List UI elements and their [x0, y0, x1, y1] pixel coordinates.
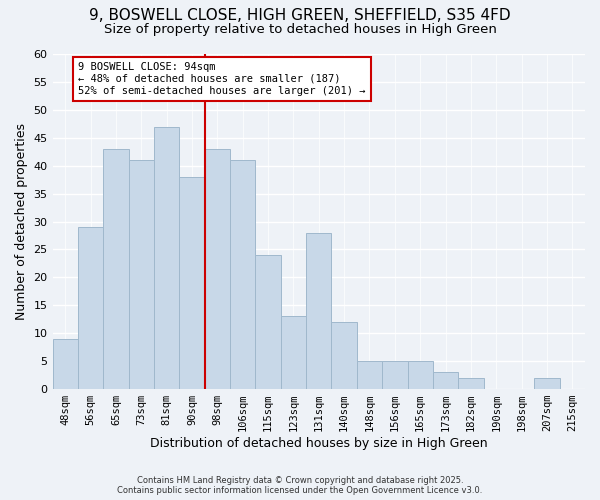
Text: 9 BOSWELL CLOSE: 94sqm
← 48% of detached houses are smaller (187)
52% of semi-de: 9 BOSWELL CLOSE: 94sqm ← 48% of detached… [78, 62, 365, 96]
Bar [534, 378, 560, 389]
Bar [205, 149, 230, 389]
Bar [128, 160, 154, 389]
Bar [407, 361, 433, 389]
Bar [179, 177, 205, 389]
Bar [53, 339, 78, 389]
Bar [154, 126, 179, 389]
Bar [78, 227, 103, 389]
Bar [458, 378, 484, 389]
Bar [357, 361, 382, 389]
X-axis label: Distribution of detached houses by size in High Green: Distribution of detached houses by size … [150, 437, 488, 450]
Bar [256, 255, 281, 389]
Bar [382, 361, 407, 389]
Y-axis label: Number of detached properties: Number of detached properties [15, 123, 28, 320]
Bar [306, 232, 331, 389]
Text: 9, BOSWELL CLOSE, HIGH GREEN, SHEFFIELD, S35 4FD: 9, BOSWELL CLOSE, HIGH GREEN, SHEFFIELD,… [89, 8, 511, 22]
Bar [433, 372, 458, 389]
Bar [281, 316, 306, 389]
Bar [331, 322, 357, 389]
Text: Contains HM Land Registry data © Crown copyright and database right 2025.
Contai: Contains HM Land Registry data © Crown c… [118, 476, 482, 495]
Bar [103, 149, 128, 389]
Text: Size of property relative to detached houses in High Green: Size of property relative to detached ho… [104, 22, 496, 36]
Bar [230, 160, 256, 389]
